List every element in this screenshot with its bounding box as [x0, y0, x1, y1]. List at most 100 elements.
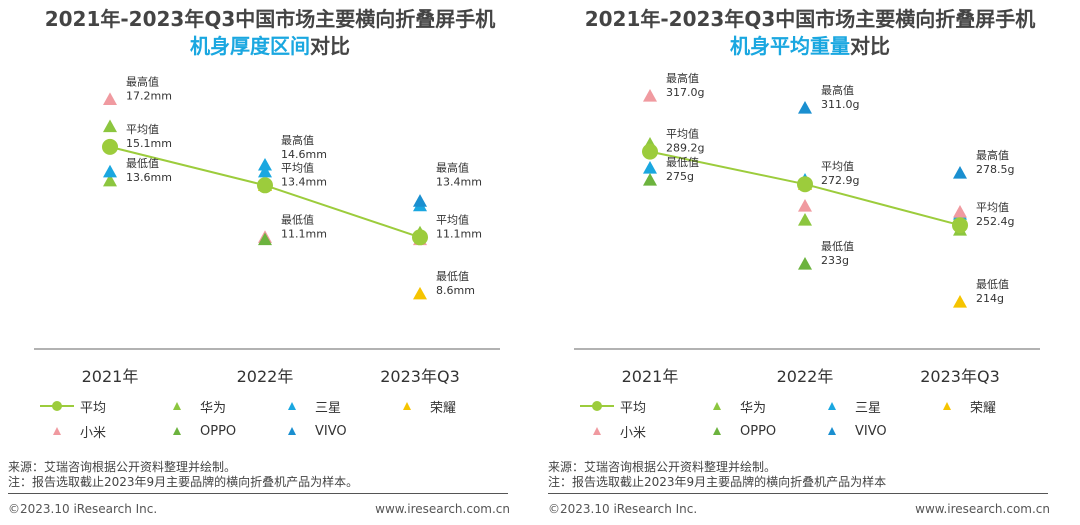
legend-item-samsung: 三星	[815, 396, 881, 416]
annotation-label: 最高值	[666, 71, 699, 85]
marker-vivo	[413, 194, 427, 207]
annotation-label: 最高值	[436, 160, 469, 174]
legend-item-oppo: OPPO	[160, 421, 236, 441]
average-point	[642, 143, 658, 160]
annotation-label: 最低值	[281, 213, 314, 226]
annotation-label: 最低值	[666, 156, 699, 169]
annotation-label: 平均值	[281, 161, 314, 174]
annotation-value: 11.1mm	[281, 227, 327, 240]
legend-label: 华为	[200, 400, 227, 416]
legend-label: 荣耀	[430, 400, 457, 416]
annotation-label: 最高值	[126, 74, 159, 88]
legend-label: 平均	[620, 400, 647, 416]
marker-xiaomi	[953, 205, 967, 218]
legend-item-xiaomi: 小米	[580, 421, 646, 441]
legend-item-honor: 荣耀	[930, 396, 996, 416]
average-point	[102, 138, 118, 155]
marker-oppo	[798, 257, 812, 270]
average-point	[257, 177, 273, 194]
legend-symbol	[173, 427, 181, 435]
legend-symbol	[828, 402, 836, 410]
legend-item-samsung: 三星	[275, 396, 341, 416]
annotation-value: 8.6mm	[436, 284, 475, 297]
marker-oppo	[258, 232, 272, 246]
annotation-label: 最低值	[126, 157, 159, 170]
legend-label: OPPO	[200, 423, 237, 439]
annotation-value: 15.1mm	[126, 137, 172, 150]
chart-title-suffix: 对比	[310, 34, 350, 58]
annotation-value: 11.1mm	[436, 227, 482, 240]
annotation-value: 14.6mm	[281, 148, 327, 161]
annotation-value: 214g	[976, 292, 1004, 305]
marker-huawei	[103, 119, 117, 133]
annotation-value: 272.9g	[821, 174, 859, 187]
chart-title-highlight: 机身厚度区间	[190, 34, 310, 58]
annotation-label: 最高值	[976, 148, 1009, 162]
annotation-value: 17.2mm	[126, 89, 172, 102]
sample-note: 注：报告选取截止2023年9月主要品牌的横向折叠机产品为样本	[548, 475, 887, 489]
average-point	[797, 176, 813, 193]
legend-item-avg: 平均	[580, 396, 646, 416]
legend-label: 三星	[315, 400, 342, 416]
legend-symbol	[288, 427, 296, 435]
annotation-value: 317.0g	[666, 86, 704, 99]
x-tick-label: 2022年	[777, 367, 834, 386]
annotation-value: 278.5g	[976, 163, 1014, 176]
footer-divider	[548, 493, 1048, 494]
average-point	[412, 229, 428, 246]
annotation-label: 最低值	[821, 240, 854, 253]
legend-label: VIVO	[315, 423, 347, 439]
legend-symbol	[713, 427, 721, 435]
chart-title: 2021年-2023年Q3中国市场主要横向折叠屏手机	[584, 7, 1036, 31]
legend-item-honor: 荣耀	[390, 396, 456, 416]
x-tick-label: 2021年	[82, 367, 139, 386]
annotation-label: 平均值	[126, 123, 159, 136]
legend-item-vivo: VIVO	[275, 421, 347, 441]
chart-title: 2021年-2023年Q3中国市场主要横向折叠屏手机	[44, 7, 496, 31]
marker-xiaomi	[643, 89, 657, 102]
annotation-label: 平均值	[976, 201, 1009, 214]
weight-chart-panel: 2021年-2023年Q3中国市场主要横向折叠屏手机 机身平均重量对比 2021…	[540, 0, 1080, 525]
marker-oppo	[643, 173, 657, 186]
x-tick-label: 2023年Q3	[920, 367, 1000, 386]
marker-samsung	[103, 164, 117, 178]
footer-url: www.iresearch.com.cn	[375, 502, 510, 516]
annotation-label: 平均值	[436, 213, 469, 226]
legend-item-xiaomi: 小米	[40, 421, 106, 441]
annotation-label: 最低值	[976, 278, 1009, 291]
marker-xiaomi	[798, 199, 812, 212]
chart-notes: 来源：艾瑞咨询根据公开资料整理并绘制。 注：报告选取截止2023年9月主要品牌的…	[548, 460, 886, 490]
marker-vivo	[953, 166, 967, 179]
legend-item-vivo: VIVO	[815, 421, 887, 441]
x-tick-label: 2022年	[237, 367, 294, 386]
annotation-label: 平均值	[821, 160, 854, 173]
marker-xiaomi	[103, 92, 117, 105]
legend-symbol	[828, 427, 836, 435]
annotation-value: 13.4mm	[281, 175, 327, 188]
footer-url: www.iresearch.com.cn	[915, 502, 1050, 516]
legend-symbol	[173, 402, 181, 410]
legend-item-oppo: OPPO	[700, 421, 776, 441]
thickness-scatter-chart: 2021年 2022年 2023年Q3最高值17.2mm平均值15.1mm最低值13…	[34, 74, 500, 386]
average-point	[952, 217, 968, 234]
chart-subtitle: 机身平均重量对比	[540, 33, 1080, 59]
sample-note: 注：报告选取截止2023年9月主要品牌的横向折叠机产品为样本。	[8, 475, 359, 489]
annotation-value: 233g	[821, 254, 849, 267]
legend-label: 小米	[80, 425, 107, 441]
legend-symbol	[593, 427, 601, 435]
marker-huawei	[103, 173, 117, 187]
